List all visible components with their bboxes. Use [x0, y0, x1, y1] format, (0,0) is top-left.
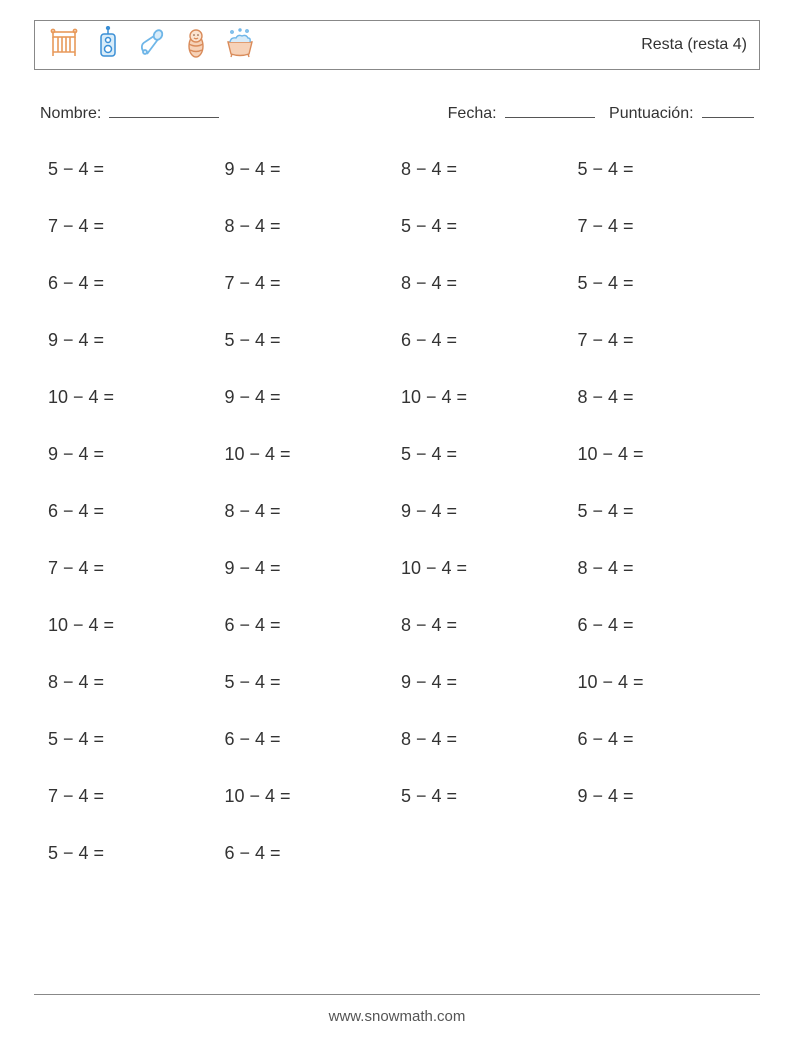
footer-site: www.snowmath.com	[0, 1008, 794, 1025]
score-label: Puntuación:	[609, 105, 694, 122]
safety-pin-icon	[135, 26, 169, 65]
header-box: Resta (resta 4)	[34, 20, 760, 70]
problem-cell: 9 − 4 =	[225, 159, 402, 180]
problem-cell: 7 − 4 =	[578, 330, 755, 351]
problem-cell: 9 − 4 =	[401, 501, 578, 522]
crib-icon	[47, 26, 81, 65]
problem-cell: 8 − 4 =	[225, 216, 402, 237]
problem-grid: 5 − 4 =9 − 4 =8 − 4 =5 − 4 =7 − 4 =8 − 4…	[34, 159, 760, 864]
info-row: Nombre: Fecha: Puntuación:	[34, 100, 760, 123]
problem-cell: 8 − 4 =	[578, 387, 755, 408]
radio-icon	[91, 26, 125, 65]
problem-cell: 5 − 4 =	[225, 672, 402, 693]
problem-cell: 6 − 4 =	[578, 615, 755, 636]
problem-cell: 5 − 4 =	[48, 729, 225, 750]
problem-cell: 10 − 4 =	[225, 786, 402, 807]
problem-cell: 8 − 4 =	[225, 501, 402, 522]
name-blank[interactable]	[109, 100, 219, 118]
problem-cell: 6 − 4 =	[225, 615, 402, 636]
date-blank[interactable]	[505, 100, 595, 118]
problem-cell: 7 − 4 =	[578, 216, 755, 237]
date-label: Fecha:	[448, 105, 497, 122]
problem-cell: 8 − 4 =	[401, 729, 578, 750]
icon-row	[47, 26, 257, 65]
problem-cell: 5 − 4 =	[225, 330, 402, 351]
problem-cell: 5 − 4 =	[401, 216, 578, 237]
problem-cell: 9 − 4 =	[225, 558, 402, 579]
problem-cell: 8 − 4 =	[401, 159, 578, 180]
problem-cell: 8 − 4 =	[401, 615, 578, 636]
problem-cell: 5 − 4 =	[578, 501, 755, 522]
problem-cell	[578, 843, 755, 864]
problem-cell: 7 − 4 =	[48, 216, 225, 237]
problem-cell: 8 − 4 =	[48, 672, 225, 693]
problem-cell: 5 − 4 =	[401, 444, 578, 465]
problem-cell: 5 − 4 =	[578, 159, 755, 180]
problem-cell: 7 − 4 =	[48, 558, 225, 579]
problem-cell: 9 − 4 =	[48, 330, 225, 351]
problem-cell: 5 − 4 =	[401, 786, 578, 807]
problem-cell: 9 − 4 =	[225, 387, 402, 408]
problem-cell: 9 − 4 =	[48, 444, 225, 465]
worksheet-title: Resta (resta 4)	[641, 36, 747, 54]
score-blank[interactable]	[702, 100, 754, 118]
problem-cell: 5 − 4 =	[48, 159, 225, 180]
problem-cell: 6 − 4 =	[225, 843, 402, 864]
problem-cell: 10 − 4 =	[48, 387, 225, 408]
problem-cell: 10 − 4 =	[225, 444, 402, 465]
problem-cell: 9 − 4 =	[401, 672, 578, 693]
bath-tub-icon	[223, 26, 257, 65]
problem-cell: 8 − 4 =	[578, 558, 755, 579]
problem-cell: 6 − 4 =	[48, 501, 225, 522]
problem-cell: 10 − 4 =	[48, 615, 225, 636]
problem-cell: 6 − 4 =	[48, 273, 225, 294]
problem-cell: 6 − 4 =	[578, 729, 755, 750]
problem-cell: 6 − 4 =	[401, 330, 578, 351]
name-label: Nombre:	[40, 105, 101, 123]
problem-cell: 5 − 4 =	[48, 843, 225, 864]
problem-cell: 5 − 4 =	[578, 273, 755, 294]
swaddled-baby-icon	[179, 26, 213, 65]
problem-cell: 10 − 4 =	[401, 387, 578, 408]
problem-cell: 6 − 4 =	[225, 729, 402, 750]
problem-cell: 10 − 4 =	[578, 444, 755, 465]
problem-cell: 10 − 4 =	[578, 672, 755, 693]
problem-cell: 10 − 4 =	[401, 558, 578, 579]
problem-cell	[401, 843, 578, 864]
problem-cell: 7 − 4 =	[48, 786, 225, 807]
footer-divider	[34, 994, 760, 995]
problem-cell: 7 − 4 =	[225, 273, 402, 294]
problem-cell: 8 − 4 =	[401, 273, 578, 294]
problem-cell: 9 − 4 =	[578, 786, 755, 807]
